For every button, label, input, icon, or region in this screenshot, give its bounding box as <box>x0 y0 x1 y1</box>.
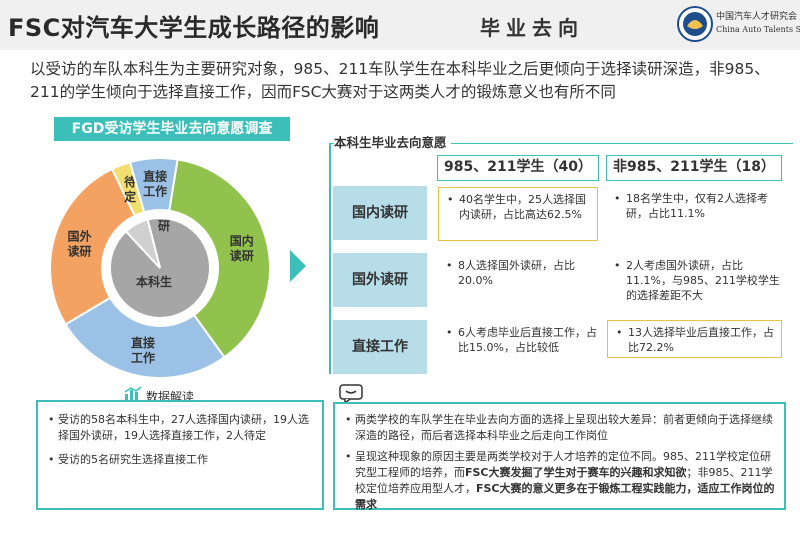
comment-icon <box>339 384 363 404</box>
outer-ring-slice-2 <box>49 167 137 326</box>
org-name-en: China Auto Talents Society <box>716 25 800 34</box>
destination-panel <box>329 143 793 374</box>
col-header-non985: 非985、211学生（18） <box>606 155 782 181</box>
slice-label-0: 国内读研 <box>230 233 254 263</box>
arrow-right-icon <box>290 250 306 282</box>
row-header-work: 直接工作 <box>333 320 427 374</box>
org-name-cn: 中国汽车人才研究会 <box>716 12 798 22</box>
slice-label-3: 待定 <box>124 174 136 204</box>
outer-ring-slice-4 <box>128 157 179 214</box>
outer-ring-slice-0 <box>168 158 271 359</box>
comparison-box: 两类学校的车队学生在毕业去向方面的选择上呈现出较大差异：前者更倾向于选择继续深造… <box>333 402 786 513</box>
slice-label-1: 直接工作 <box>131 335 155 365</box>
org-logo-icon <box>677 6 713 42</box>
page-title: FSC对汽车大学生成长路径的影响 <box>8 14 380 42</box>
cell-work-non985: • 13人选择毕业后直接工作，占比72.2% <box>607 320 782 358</box>
panel-top-line <box>329 143 793 144</box>
cell-abroad-non985: • 2人考虑国外读研，占比11.1%，与985、211学校学生的选择差距不大 <box>614 259 780 302</box>
interpretation-box: 受访的58名本科生中，27人选择国内读研，19人选择国外读研，19人选择直接工作… <box>36 400 324 510</box>
cell-domestic-985: • 40名学生中，25人选择国内读研，占比高达62.5% <box>438 187 598 241</box>
inner-ring-slice-1 <box>124 218 161 269</box>
interpretation-item: 受访的58名本科生中，27人选择国内读研，19人选择国外读研，19人选择直接工作… <box>48 412 314 444</box>
intro-text: 以受访的车队本科生为主要研究对象，985、211车队学生在本科毕业之后更倾向于选… <box>30 60 770 101</box>
header-bar <box>0 0 800 50</box>
cell-work-985: • 6人考虑毕业后直接工作，占比15.0%，占比较低 <box>446 326 597 354</box>
panel-title: 本科生毕业去向意愿 <box>334 132 451 151</box>
inner-label-grad: 研 <box>158 219 170 233</box>
comparison-item: 呈现这种现象的原因主要是两类学校对于人才培养的定位不同。985、211学校定位研… <box>345 449 776 513</box>
inner-ring-slice-0 <box>109 217 211 319</box>
comparison-item: 两类学校的车队学生在毕业去向方面的选择上呈现出较大差异：前者更倾向于选择继续深造… <box>345 412 776 444</box>
slice-label-2: 国外读研 <box>68 228 92 258</box>
page-subtitle: 毕业去向 <box>480 16 584 40</box>
row-header-domestic: 国内读研 <box>333 186 427 240</box>
chart-icon <box>124 386 142 401</box>
fgd-title: FGD受访学生毕业去向意愿调查 <box>54 117 290 141</box>
slice-label-4: 直接工作 <box>143 169 167 199</box>
row-header-abroad: 国外读研 <box>333 253 427 307</box>
cell-domestic-non985: • 18名学生中，仅有2人选择考研，占比11.1% <box>614 192 768 220</box>
col-header-985: 985、211学生（40） <box>437 155 599 181</box>
interpretation-item: 受访的5名研究生选择直接工作 <box>48 452 314 468</box>
inner-label-undergrad: 本科生 <box>136 274 172 289</box>
outer-ring-slice-1 <box>64 296 226 379</box>
cell-abroad-985: • 8人选择国外读研，占比20.0% <box>446 259 575 287</box>
